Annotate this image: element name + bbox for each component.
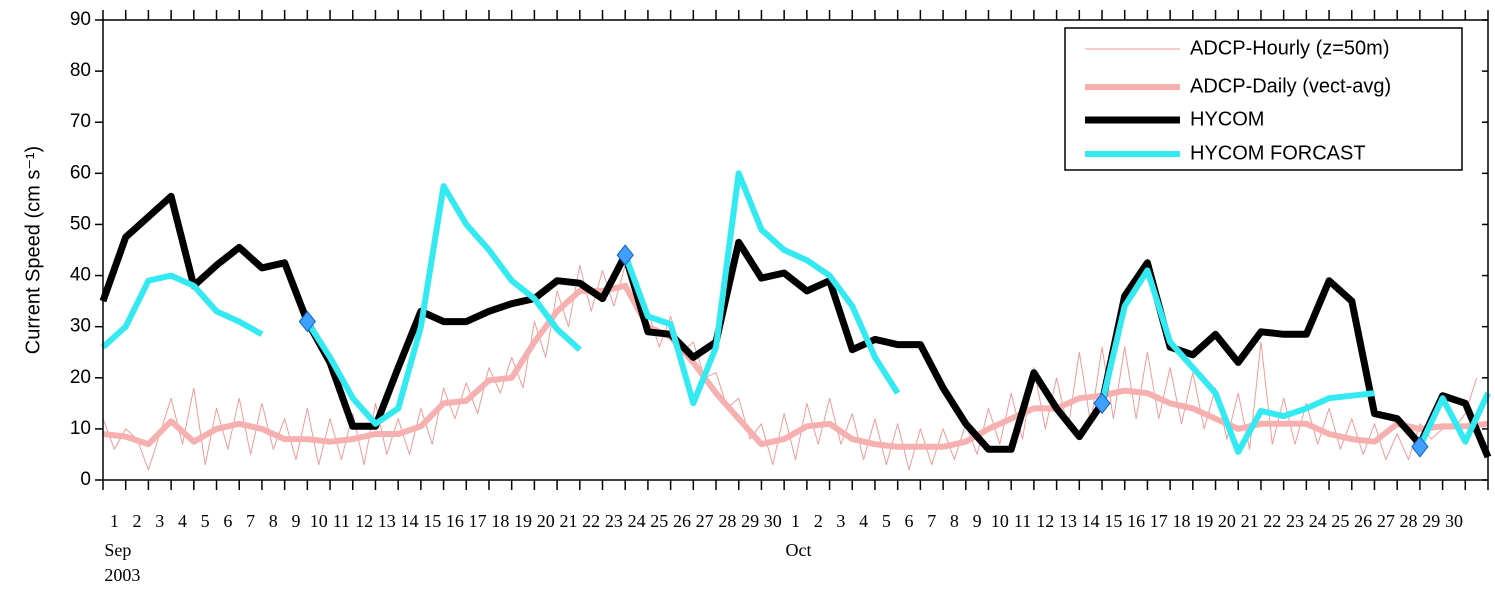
x-tick-label: 30 <box>764 511 782 531</box>
x-tick-label: 1 <box>791 511 800 531</box>
x-tick-label: 8 <box>269 511 278 531</box>
x-tick-label: 12 <box>355 511 373 531</box>
x-tick-label: 23 <box>605 511 623 531</box>
x-tick-label: 9 <box>291 511 300 531</box>
forecast-start-marker <box>616 244 634 266</box>
x-tick-label: 25 <box>1331 511 1349 531</box>
series-line <box>100 170 1491 455</box>
x-tick-label: 10 <box>991 511 1009 531</box>
month-label: Sep <box>104 540 131 560</box>
x-tick-label: 19 <box>514 511 532 531</box>
y-tick-label: 10 <box>70 418 91 439</box>
x-tick-label: 27 <box>696 511 714 531</box>
y-tick-label: 70 <box>70 111 91 132</box>
x-tick-label: 15 <box>423 511 441 531</box>
y-tick-label: 90 <box>70 9 91 30</box>
x-tick-label: 20 <box>1218 511 1236 531</box>
x-tick-label: 26 <box>673 511 691 531</box>
x-tick-label: 15 <box>1104 511 1122 531</box>
x-tick-label: 8 <box>950 511 959 531</box>
month-label: Oct <box>786 540 812 560</box>
x-tick-label: 20 <box>537 511 555 531</box>
x-tick-label: 21 <box>559 511 577 531</box>
x-tick-label: 17 <box>1150 511 1168 531</box>
x-tick-label: 29 <box>1422 511 1440 531</box>
series-line <box>102 282 1489 450</box>
legend-label: HYCOM <box>1190 108 1264 130</box>
x-tick-label: 25 <box>650 511 668 531</box>
y-tick-label: 50 <box>70 213 91 234</box>
x-tick-label: 22 <box>582 511 600 531</box>
x-tick-label: 27 <box>1377 511 1395 531</box>
x-tick-label: 19 <box>1195 511 1213 531</box>
y-tick-label: 60 <box>70 162 91 183</box>
x-tick-label: 12 <box>1036 511 1054 531</box>
x-tick-label: 4 <box>859 511 868 531</box>
x-tick-label: 22 <box>1263 511 1281 531</box>
x-tick-label: 11 <box>1014 511 1031 531</box>
plot-frame <box>102 19 1489 481</box>
series-line <box>99 192 1492 459</box>
x-tick-label: 16 <box>446 511 464 531</box>
x-tick-label: 26 <box>1354 511 1372 531</box>
x-tick-label: 29 <box>741 511 759 531</box>
y-tick-label: 40 <box>70 265 91 286</box>
x-tick-label: 14 <box>1082 511 1100 531</box>
x-tick-label: 11 <box>333 511 350 531</box>
x-tick-label: 17 <box>469 511 487 531</box>
year-label: 2003 <box>104 565 140 585</box>
x-tick-label: 1 <box>110 511 119 531</box>
y-tick-label: 0 <box>80 469 91 490</box>
y-tick-label: 30 <box>70 316 91 337</box>
legend-label: HYCOM FORCAST <box>1190 142 1366 164</box>
legend-label: ADCP-Hourly (z=50m) <box>1190 37 1389 59</box>
x-tick-label: 2 <box>814 511 823 531</box>
x-tick-label: 5 <box>201 511 210 531</box>
x-tick-label: 28 <box>1400 511 1418 531</box>
y-tick-label: 20 <box>70 367 91 388</box>
x-tick-label: 3 <box>155 511 164 531</box>
x-tick-label: 18 <box>1172 511 1190 531</box>
x-tick-label: 16 <box>1127 511 1145 531</box>
forecast-start-marker <box>1411 435 1429 458</box>
x-tick-label: 14 <box>401 511 419 531</box>
x-tick-label: 4 <box>178 511 187 531</box>
x-tick-label: 13 <box>378 511 396 531</box>
x-tick-label: 6 <box>905 511 914 531</box>
x-tick-label: 10 <box>310 511 328 531</box>
x-tick-label: 9 <box>973 511 982 531</box>
x-tick-label: 7 <box>246 511 255 531</box>
x-tick-label: 23 <box>1286 511 1304 531</box>
x-tick-label: 18 <box>491 511 509 531</box>
x-tick-label: 28 <box>718 511 736 531</box>
forecast-start-marker <box>298 310 316 333</box>
y-tick-label: 80 <box>70 60 91 81</box>
x-tick-label: 30 <box>1445 511 1463 531</box>
y-axis-label: Current Speed (cm s⁻¹) <box>22 146 44 354</box>
legend-label: ADCP-Daily (vect-avg) <box>1190 75 1391 97</box>
x-tick-label: 24 <box>628 511 646 531</box>
legend-box <box>1064 27 1463 171</box>
forecast-start-marker <box>1093 392 1111 415</box>
x-tick-label: 3 <box>836 511 845 531</box>
x-tick-label: 24 <box>1309 511 1327 531</box>
x-tick-label: 6 <box>223 511 232 531</box>
x-tick-label: 2 <box>133 511 142 531</box>
x-tick-label: 5 <box>882 511 891 531</box>
x-tick-label: 21 <box>1241 511 1259 531</box>
x-tick-label: 13 <box>1059 511 1077 531</box>
x-tick-label: 7 <box>927 511 936 531</box>
